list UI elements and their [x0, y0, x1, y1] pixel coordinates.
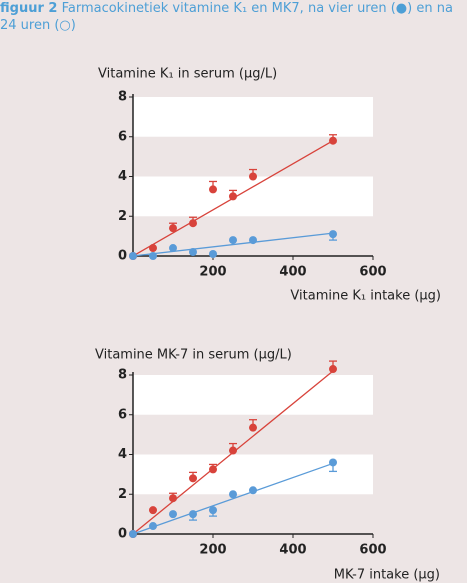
data-point	[169, 510, 177, 519]
data-point	[209, 506, 217, 515]
data-point	[149, 522, 157, 531]
data-point	[229, 236, 237, 245]
data-point	[229, 192, 237, 201]
y-tick-label: 2	[118, 487, 127, 502]
y-tick-label: 8	[118, 90, 127, 105]
data-point	[189, 474, 197, 483]
data-point	[209, 465, 217, 474]
data-point	[209, 250, 217, 259]
fit-line	[132, 232, 334, 257]
data-point	[209, 185, 217, 194]
data-point	[329, 458, 337, 467]
y-tick-label: 2	[118, 209, 127, 224]
band	[133, 375, 373, 415]
x-tick-label: 200	[199, 265, 226, 280]
data-point	[149, 252, 157, 260]
x-tick-label: 600	[359, 265, 386, 280]
data-point	[229, 446, 237, 455]
data-point	[189, 510, 197, 519]
data-point	[249, 423, 257, 432]
data-point	[189, 219, 197, 228]
figure-label: figuur 2	[0, 1, 58, 16]
data-point	[129, 252, 137, 260]
figure-text: Farmacokinetiek vitamine K₁ en MK7, na v…	[0, 1, 453, 33]
y-tick-label: 4	[118, 169, 127, 184]
y-tick-label: 8	[118, 368, 127, 383]
y-tick-label: 6	[118, 407, 127, 422]
data-point	[329, 136, 337, 145]
y-tick-label: 0	[118, 249, 127, 264]
y-tick-label: 4	[118, 447, 127, 462]
y-axis-title: Vitamine MK-7 in serum (µg/L)	[95, 348, 292, 363]
data-point	[169, 244, 177, 253]
x-tick-label: 200	[199, 543, 226, 558]
x-tick-label: 600	[359, 543, 386, 558]
band	[133, 176, 373, 217]
data-point	[229, 490, 237, 499]
x-axis-title: MK-7 intake (µg)	[334, 568, 440, 583]
data-point	[129, 530, 137, 538]
band	[133, 97, 373, 137]
data-point	[249, 486, 257, 495]
data-point	[249, 172, 257, 181]
fit-line	[132, 462, 334, 535]
x-axis-title: Vitamine K₁ intake (µg)	[290, 289, 441, 304]
x-tick-label: 400	[279, 265, 306, 280]
figure-title: figuur 2 Farmacokinetiek vitamine K₁ en …	[0, 0, 467, 34]
data-point	[329, 365, 337, 374]
data-point	[149, 244, 157, 253]
y-axis-title: Vitamine K₁ in serum (µg/L)	[98, 67, 277, 82]
data-point	[249, 236, 257, 245]
y-tick-label: 6	[118, 129, 127, 144]
data-point	[149, 506, 157, 515]
x-tick-label: 400	[279, 543, 306, 558]
data-point	[329, 230, 337, 239]
data-point	[169, 494, 177, 503]
data-point	[169, 224, 177, 233]
y-tick-label: 0	[118, 527, 127, 542]
data-point	[189, 248, 197, 257]
